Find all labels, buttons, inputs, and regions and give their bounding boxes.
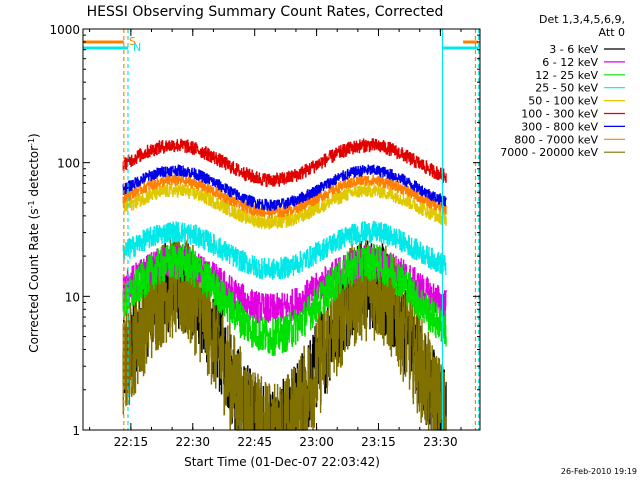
series-path — [122, 164, 447, 211]
series-path — [122, 220, 447, 280]
legend-label: 800 - 7000 keV — [514, 133, 598, 146]
y-tick-label: 1 — [72, 424, 80, 438]
legend-label: 100 - 300 keV — [521, 108, 598, 121]
y-tick-label: 1000 — [49, 23, 80, 37]
series-path — [122, 138, 447, 187]
timestamp: 26-Feb-2010 19:19 — [561, 467, 637, 476]
x-axis-ticks: 22:15 22:30 22:45 23:00 23:15 23:30 — [89, 29, 462, 449]
legend-label: 25 - 50 keV — [535, 82, 598, 95]
legend-label: 12 - 25 keV — [535, 69, 598, 82]
x-tick-label: 23:30 — [423, 435, 458, 449]
legend-header-line1: Det 1,3,4,5,6,9, — [539, 13, 625, 26]
series-line — [122, 183, 447, 230]
legend-label: 6 - 12 keV — [542, 56, 598, 69]
legend-label: 3 - 6 keV — [549, 43, 598, 56]
x-tick-label: 22:30 — [175, 435, 210, 449]
series-line — [122, 138, 447, 187]
series-path — [122, 243, 447, 356]
plot-frame — [82, 28, 481, 431]
series-line — [122, 164, 447, 211]
night-label: N — [133, 41, 141, 54]
x-axis-title: Start Time (01-Dec-07 22:03:42) — [184, 455, 380, 469]
legend-label: 50 - 100 keV — [528, 95, 598, 108]
y-axis-ticks: 1 10 100 1000 — [49, 23, 480, 438]
y-axis-title: Corrected Count Rate (s-1 detector-1) — [27, 133, 41, 352]
x-tick-label: 23:00 — [299, 435, 334, 449]
flag-markers: SN — [83, 29, 480, 430]
y-tick-label: 10 — [65, 290, 80, 304]
series-path — [122, 183, 447, 230]
chart-title: HESSI Observing Summary Count Rates, Cor… — [87, 4, 444, 20]
series-line — [122, 243, 447, 356]
plot-area: SN — [82, 28, 481, 431]
series-line — [122, 220, 447, 280]
x-tick-label: 22:15 — [114, 435, 149, 449]
legend-header-line2: Att 0 — [599, 26, 625, 39]
saa-label: S — [129, 35, 136, 48]
legend-label: 300 - 800 keV — [521, 120, 598, 133]
y-tick-label: 100 — [57, 157, 80, 171]
x-tick-label: 23:15 — [361, 435, 396, 449]
x-tick-label: 22:45 — [237, 435, 272, 449]
legend-label: 7000 - 20000 keV — [500, 146, 598, 159]
